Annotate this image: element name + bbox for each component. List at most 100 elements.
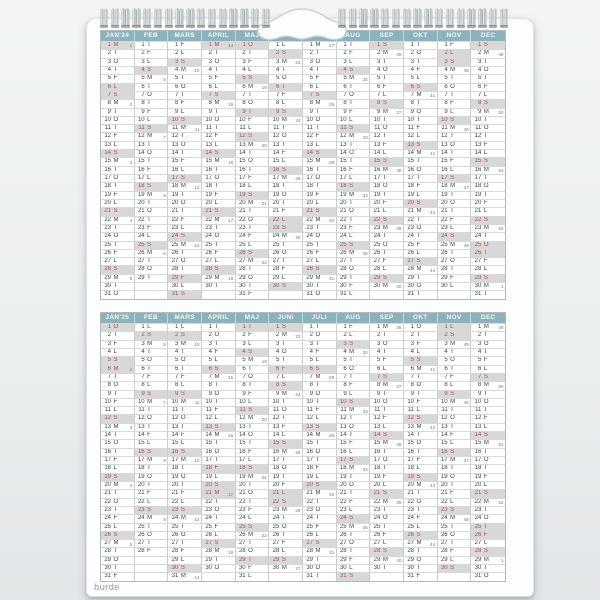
day-cell: 21 L xyxy=(370,207,404,216)
day-cell: 22 T xyxy=(303,497,337,506)
day-cell: 26 T xyxy=(370,248,404,258)
day-cell: 18 T xyxy=(303,182,337,191)
week-number: 1 xyxy=(500,558,504,564)
day-cell: 25 L xyxy=(404,522,438,531)
day-cell: 26 O xyxy=(269,248,303,258)
day-cell: 16 L xyxy=(168,165,202,174)
week-number: 24 xyxy=(295,118,301,124)
day-cell: 21 F xyxy=(134,489,169,498)
day-cell: 29 T xyxy=(202,555,236,565)
day-cell: 16 F xyxy=(235,447,270,456)
day-cell: 27 M 5 xyxy=(101,539,135,548)
day-cell: 30 M 40 xyxy=(370,282,404,291)
week-number: 16 xyxy=(228,433,234,439)
day-cell-red: 16 S xyxy=(168,447,202,456)
day-cell: 29 M 5 xyxy=(101,273,135,283)
day-cell: 18 T xyxy=(202,182,236,191)
week-number: 33 xyxy=(362,134,368,140)
day-cell: 22 L xyxy=(134,497,169,506)
day-cell-red: 23 S xyxy=(168,505,202,515)
week-number: 51 xyxy=(498,168,504,174)
day-cell: 19 O xyxy=(437,472,472,481)
day-cell-red: 21 M 17 xyxy=(202,489,236,498)
day-cell: 28 L xyxy=(269,547,303,556)
day-cell: 12 L xyxy=(404,132,438,141)
day-cell-red: 29 T xyxy=(235,555,270,565)
day-cell-red: 21 S xyxy=(202,207,236,216)
day-cell: 16 M 25 xyxy=(269,447,303,456)
day-cell: 16 T xyxy=(370,447,404,456)
day-cell: 19 O xyxy=(168,472,202,481)
day-cell: 14 F xyxy=(168,431,202,440)
week-number: 44 xyxy=(430,541,436,547)
day-cell: 22 M 39 xyxy=(370,497,404,506)
day-cell: 29 O xyxy=(101,555,135,565)
day-cell: 11 O xyxy=(370,124,404,133)
day-cell: 21 F xyxy=(437,489,472,498)
day-cell: 15 L xyxy=(168,439,202,448)
week-number: 49 xyxy=(498,51,504,57)
day-cell: 30 O xyxy=(404,282,438,291)
day-cell: 15 T xyxy=(404,157,438,166)
day-cell-red: 23 S xyxy=(134,505,169,515)
day-cell: 29 M 1 xyxy=(471,555,505,565)
week-number: 9 xyxy=(163,516,166,522)
day-cell: 28 F xyxy=(437,547,472,556)
day-cell: 30 T xyxy=(235,282,270,291)
day-cell: 13 T xyxy=(437,422,472,432)
day-cell: 29 L xyxy=(168,555,202,565)
week-number: 44 xyxy=(430,267,436,273)
day-cell: 15 M 51 xyxy=(471,439,505,448)
day-cell: 10 T xyxy=(370,115,404,125)
day-cell: 11 M 46 xyxy=(437,124,472,133)
week-number: 42 xyxy=(430,425,436,431)
day-cell: 17 T xyxy=(269,456,303,465)
day-cell: 23 L xyxy=(336,505,371,515)
day-cell: 20 M 43 xyxy=(404,480,438,490)
day-cell: 13 T xyxy=(269,140,303,150)
day-cell: 12 T xyxy=(269,414,303,423)
day-cell-red: 29 F xyxy=(168,273,202,283)
day-cell: 17 O xyxy=(303,174,337,183)
day-cell: 20 F xyxy=(370,198,404,208)
day-cell: 18 M 12 xyxy=(168,182,202,191)
day-cell: 4 M 32 xyxy=(336,347,371,357)
day-cell: 19 L xyxy=(404,190,438,199)
day-cell: 25 T xyxy=(370,522,404,531)
day-cell: 14 L xyxy=(370,149,404,158)
day-cell: 22 F xyxy=(336,497,371,506)
day-cell: 16 O xyxy=(404,165,438,174)
day-cell: 24 T xyxy=(303,514,337,523)
day-cell: 18 L xyxy=(404,464,438,473)
week-number: 48 xyxy=(463,242,469,248)
month-header: SEP xyxy=(370,313,404,323)
day-cell: 28 T xyxy=(235,265,270,274)
day-cell: 22 O xyxy=(404,497,438,506)
day-cell-red: 22 S xyxy=(269,497,303,506)
day-cell-red: 11 S xyxy=(134,124,169,133)
wire-coil-icon xyxy=(456,9,465,30)
day-cell: 11 T xyxy=(101,124,135,133)
day-cell: 31 M 14 xyxy=(168,572,202,581)
